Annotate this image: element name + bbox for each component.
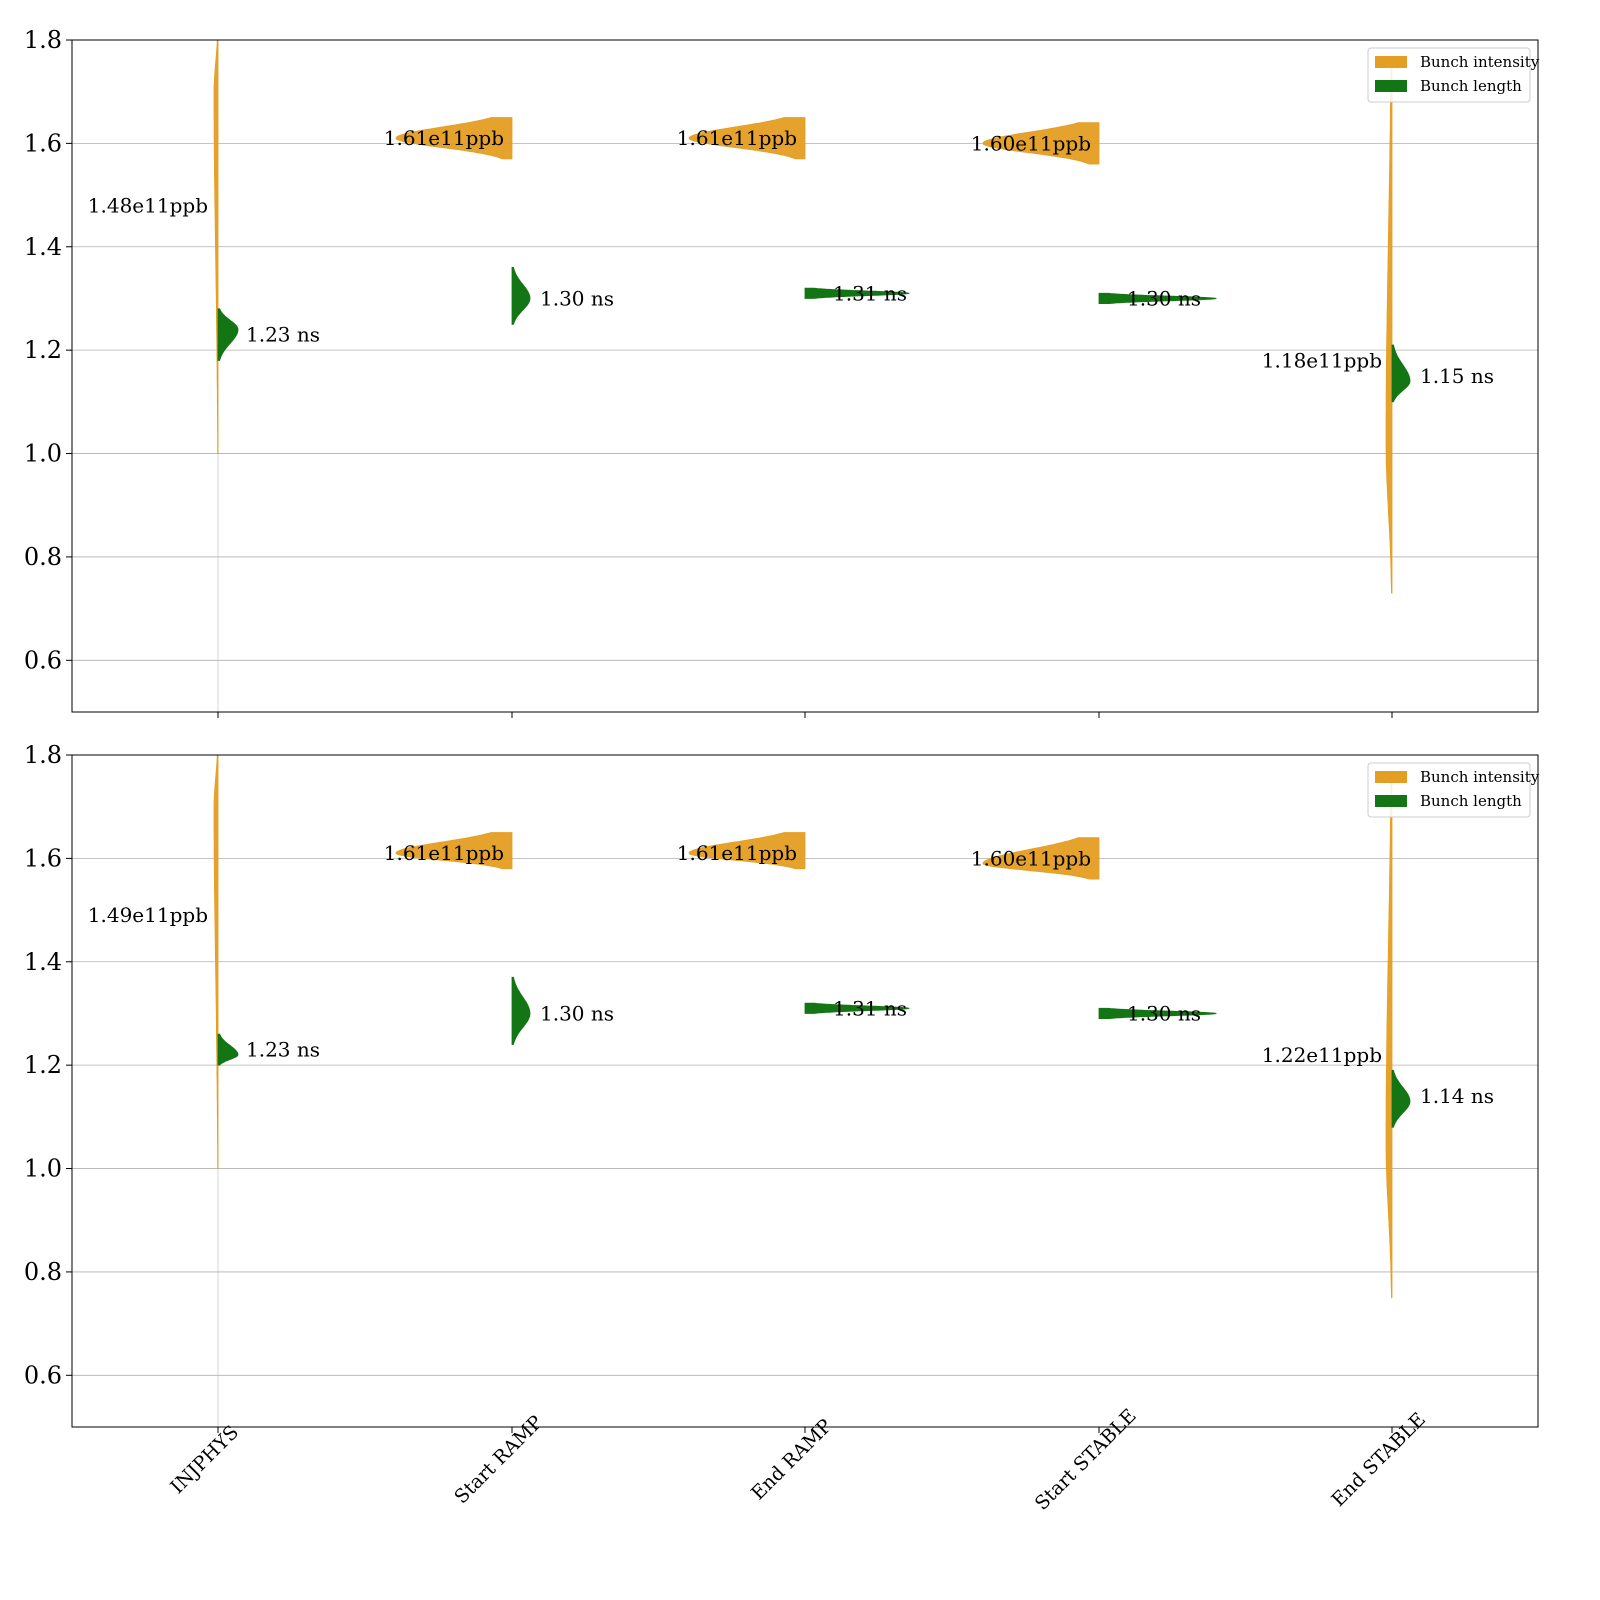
y-tick-label: 1.0 [24,1155,62,1183]
intensity-median-label: 1.49e11ppb [88,903,208,927]
y-tick-label: 0.8 [24,1258,62,1286]
intensity-median-label: 1.60e11ppb [971,846,1091,870]
length-median-label: 1.14 ns [1420,1084,1494,1108]
intensity-median-label: 1.22e11ppb [1262,1043,1382,1067]
legend-box [1367,47,1531,103]
y-tick-label: 1.6 [24,129,62,157]
legend-swatch-length [1375,795,1407,807]
length-violin [1391,344,1411,403]
length-median-label: 1.30 ns [540,286,614,310]
intensity-median-label: 1.18e11ppb [1262,348,1382,372]
length-violin [804,287,910,299]
intensity-median-label: 1.48e11ppb [88,193,208,217]
legend-label-length: Bunch length [1420,77,1522,95]
x-category-label: INJPHYS [166,1421,243,1498]
intensity-median-label: 1.61e11ppb [384,126,504,150]
x-category-label: Start STABLE [1031,1405,1141,1515]
y-tick-label: 0.6 [24,646,62,674]
legend-label-intensity: Bunch intensity [1420,53,1540,71]
plot-frame [71,39,1539,713]
intensity-violin [213,39,219,454]
length-median-label: 1.31 ns [833,996,907,1020]
intensity-violin [395,117,513,160]
length-median-label: 1.23 ns [246,1038,320,1062]
x-category-label: Start RAMP [450,1411,547,1508]
length-median-label: 1.30 ns [540,1001,614,1025]
intensity-violin [688,117,806,160]
intensity-violin [1385,780,1393,1299]
x-category-label: End RAMP [747,1415,837,1505]
length-violin [217,1033,239,1066]
length-median-label: 1.23 ns [246,323,320,347]
length-median-label: 1.15 ns [1420,364,1494,388]
legend-swatch-length [1375,80,1407,92]
legend-label-length: Bunch length [1420,792,1522,810]
length-violin [1098,1007,1217,1020]
plot-frame [71,754,1539,1428]
length-violin [511,266,531,325]
y-tick-label: 1.8 [24,741,62,769]
length-median-label: 1.30 ns [1127,1001,1201,1025]
intensity-violin [213,754,219,1169]
legend-swatch-intensity [1375,771,1407,783]
y-tick-label: 1.2 [24,1051,62,1079]
y-tick-label: 1.8 [24,26,62,54]
intensity-median-label: 1.61e11ppb [677,126,797,150]
length-violin [1098,292,1217,305]
intensity-violin [982,122,1100,165]
y-tick-label: 1.2 [24,336,62,364]
y-tick-label: 1.4 [24,948,62,976]
bottom-panel: 0.6 0.8 1.0 1.2 1.4 1.6 1.8 INJPHYS Start RAMP En… [24,741,1540,1515]
x-category-label: End STABLE [1327,1408,1430,1511]
intensity-median-label: 1.61e11ppb [384,841,504,865]
intensity-violin [982,837,1100,880]
length-violin [804,1002,910,1014]
legend-swatch-intensity [1375,56,1407,68]
length-violin [511,976,531,1045]
legend-label-intensity: Bunch intensity [1420,768,1540,786]
intensity-median-label: 1.60e11ppb [971,131,1091,155]
legend-box [1367,762,1531,818]
y-tick-label: 1.6 [24,844,62,872]
intensity-violin [395,832,513,870]
y-tick-label: 0.8 [24,543,62,571]
y-tick-label: 0.6 [24,1361,62,1389]
y-tick-label: 1.0 [24,440,62,468]
intensity-violin [1385,65,1393,594]
intensity-violin [688,832,806,870]
length-violin [217,308,239,361]
top-panel: 0.6 0.8 1.0 1.2 1.4 1.6 1.8 1.48e11ppb 1.23 ns 1.… [24,26,1540,718]
length-violin [1391,1069,1411,1128]
y-tick-label: 1.4 [24,233,62,261]
length-median-label: 1.30 ns [1127,286,1201,310]
intensity-median-label: 1.61e11ppb [677,841,797,865]
length-median-label: 1.31 ns [833,281,907,305]
